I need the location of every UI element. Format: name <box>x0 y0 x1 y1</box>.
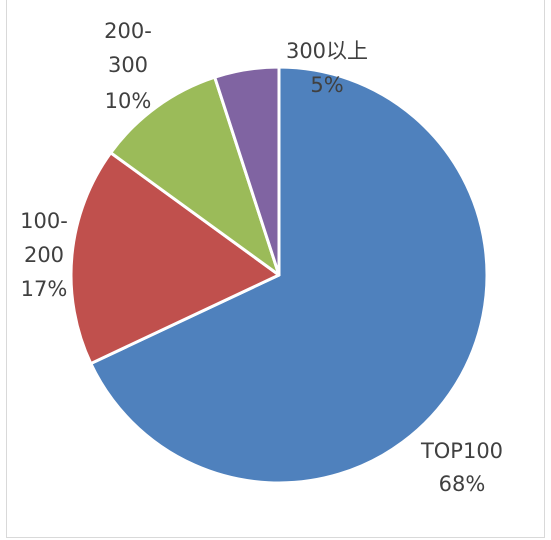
pie-slice-100-200 <box>69 151 281 366</box>
slice-label-100-200: 100-200 <box>20 209 68 267</box>
slice-percent-100-200: 17% <box>21 277 68 301</box>
pie-slice-300 <box>213 65 281 277</box>
slice-label-200-300: 200-300 <box>104 19 152 77</box>
pie-slices <box>69 65 489 485</box>
pie-slice-top100 <box>89 65 489 485</box>
slice-label-top100: TOP100 <box>420 439 503 463</box>
slice-percent-top100: 68% <box>439 472 486 496</box>
pie-slice-200-300 <box>109 75 281 277</box>
slice-percent-200-300: 10% <box>105 89 152 113</box>
slice-percent-300-plus: 5% <box>310 73 343 97</box>
slice-label-300-plus: 300以上 <box>286 39 368 63</box>
